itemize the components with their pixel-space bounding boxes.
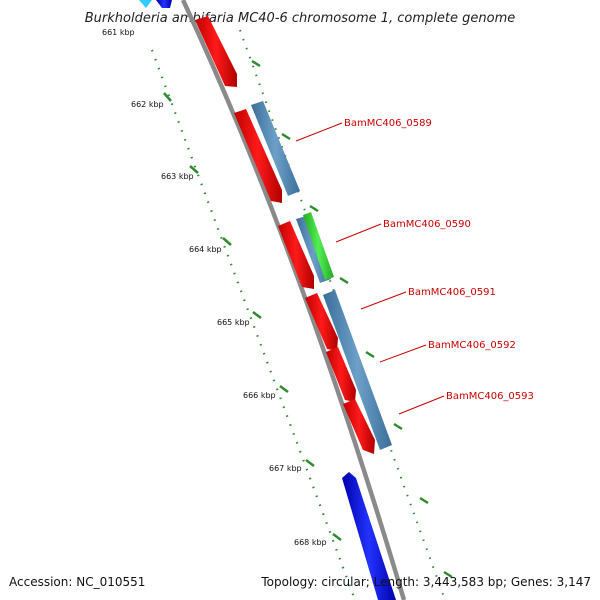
ruler-ticks — [163, 59, 453, 579]
cds-arrow — [326, 347, 356, 402]
gene-bar — [323, 290, 392, 450]
ruler-tick — [222, 237, 232, 246]
kbp-label: 668 kbp — [294, 538, 327, 547]
gene-bar — [251, 101, 300, 196]
ruler-tick — [332, 533, 342, 541]
leader-line — [379, 344, 427, 363]
partial-feature-cyan — [139, 0, 152, 8]
cds-arrow — [305, 293, 338, 351]
outer-tick — [281, 132, 291, 141]
outer-tick — [365, 350, 375, 359]
kbp-label: 666 kbp — [243, 391, 276, 400]
cds-features — [195, 16, 375, 454]
gene-label[interactable]: BamMC406_0590 — [383, 219, 471, 230]
ruler-tick — [305, 459, 315, 467]
leader-line — [360, 291, 407, 310]
kbp-label: 667 kbp — [269, 464, 302, 473]
outer-dotted-line — [239, 29, 446, 600]
ruler-tick — [163, 92, 172, 102]
kbp-label: 664 kbp — [189, 245, 222, 254]
outer-tick — [339, 276, 349, 285]
gene-label[interactable]: BamMC406_0591 — [408, 287, 496, 298]
ruler-tick — [252, 311, 262, 319]
chromosome-backbone — [180, 0, 407, 600]
cds-arrow — [195, 16, 237, 87]
kbp-label: 661 kbp — [102, 28, 135, 37]
gene-leaders — [295, 122, 445, 415]
leader-line — [295, 122, 343, 142]
cds-arrow — [234, 109, 282, 203]
gene-label[interactable]: BamMC406_0589 — [344, 118, 432, 129]
ruler-track — [150, 29, 446, 600]
gene-labels: BamMC406_0589 BamMC406_0590 BamMC406_059… — [344, 118, 534, 402]
outer-tick — [443, 570, 453, 579]
cds-arrow — [278, 221, 314, 289]
ruler-tick — [189, 165, 199, 174]
outer-tick — [251, 59, 261, 68]
leader-line — [398, 395, 445, 415]
cds-arrow — [343, 399, 375, 454]
kbp-label: 665 kbp — [217, 318, 250, 327]
ruler-tick — [279, 385, 289, 393]
kbp-label: 663 kbp — [161, 172, 194, 181]
partial-feature-blue — [156, 0, 172, 8]
ruler-labels: 661 kbp 662 kbp 663 kbp 664 kbp 665 kbp … — [102, 28, 327, 547]
leader-line — [335, 223, 382, 243]
outer-tick — [309, 204, 319, 213]
accession-text: Accession: NC_010551 — [9, 575, 145, 589]
rna-feature — [303, 212, 334, 280]
outer-tick — [419, 496, 429, 505]
gene-label[interactable]: BamMC406_0592 — [428, 340, 516, 351]
outer-tick — [393, 422, 403, 431]
topology-text: Topology: circular; Length: 3,443,583 bp… — [260, 575, 591, 589]
gene-label[interactable]: BamMC406_0593 — [446, 391, 534, 402]
kbp-label: 662 kbp — [131, 100, 164, 109]
map-title: Burkholderia ambifaria MC40-6 chromosome… — [85, 11, 515, 26]
feature-arrow-blue — [342, 472, 396, 600]
